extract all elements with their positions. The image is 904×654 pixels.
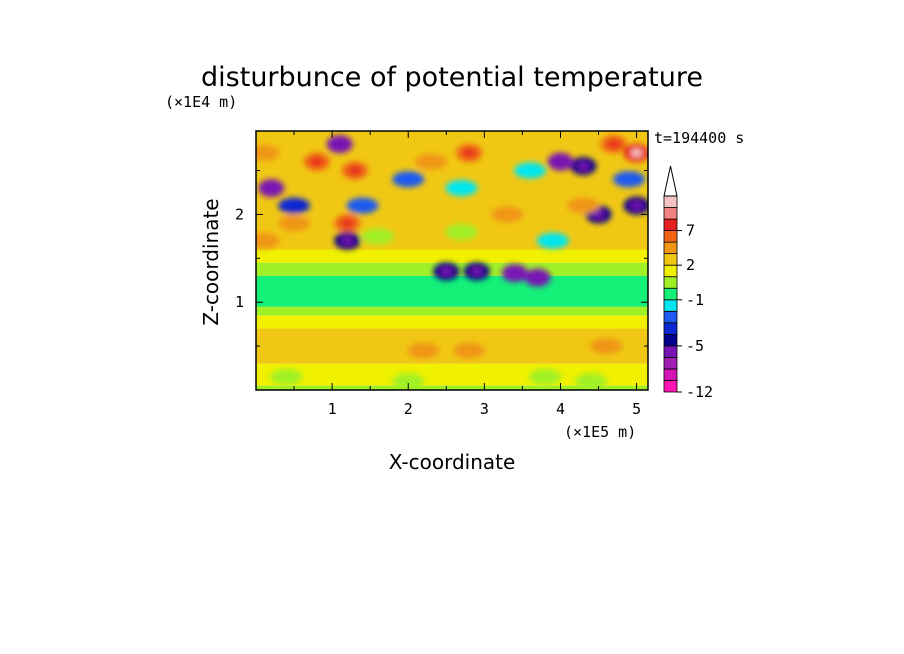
chart-title: disturbunce of potential temperature <box>201 62 703 93</box>
colorbar-swatch <box>663 345 678 358</box>
field-anomaly-28 <box>256 232 280 249</box>
field-anomaly-5 <box>346 197 379 214</box>
colorbar-label: 7 <box>686 222 695 240</box>
field-anomaly-core-26 <box>630 148 643 157</box>
field-anomaly-4 <box>392 171 425 188</box>
colorbar-extend-arrow <box>663 165 678 197</box>
colorbar-swatch <box>663 218 678 231</box>
colorbar-swatch <box>663 380 678 393</box>
field-anomaly-core-13 <box>630 201 643 210</box>
x-tick-label: 1 <box>328 400 337 418</box>
field-anomaly-core-0 <box>333 140 346 149</box>
colorbar-label: -12 <box>686 383 713 401</box>
x-tick-label: 4 <box>556 400 565 418</box>
field-anomaly-7 <box>514 162 547 179</box>
field-band-5 <box>256 275 648 307</box>
y-tick-label: 2 <box>235 205 244 223</box>
field-anomaly-18 <box>278 215 311 232</box>
field-anomaly-34 <box>445 223 478 240</box>
x-tick-label: 3 <box>480 400 489 418</box>
colorbar-label: -1 <box>686 291 704 309</box>
field-band-0 <box>256 385 648 390</box>
colorbar-label: -5 <box>686 337 704 355</box>
field-anomaly-core-12 <box>577 162 590 171</box>
colorbar-swatch <box>663 299 678 312</box>
x-tick-label: 2 <box>404 400 413 418</box>
field-band-7 <box>256 249 648 263</box>
x-unit-label: (×1E5 m) <box>564 423 636 441</box>
colorbar-swatch <box>663 368 678 381</box>
plot-area: 1 2 3 4 5 1 2 <box>235 130 649 418</box>
colorbar-swatch <box>663 357 678 370</box>
colorbar-swatch <box>663 333 678 347</box>
field-anomaly-30 <box>407 342 440 359</box>
field-anomaly-2 <box>278 197 311 214</box>
field-anomaly-24 <box>491 206 524 223</box>
colorbar-swatch <box>663 276 678 289</box>
field-anomaly-32 <box>590 338 623 355</box>
field-anomaly-core-1 <box>265 184 278 193</box>
colorbar-swatch <box>663 207 678 220</box>
time-label: t=194400 s <box>654 129 744 147</box>
field-anomaly-22 <box>415 153 448 170</box>
field-anomaly-36 <box>392 373 425 390</box>
field-anomaly-35 <box>270 368 303 385</box>
y-unit-label: (×1E4 m) <box>165 93 237 111</box>
field-anomaly-core-11 <box>440 267 453 276</box>
field-anomaly-29 <box>256 144 280 161</box>
y-axis-label: Z-coordinate <box>199 198 223 325</box>
colorbar-swatch <box>663 230 678 243</box>
field-anomaly-core-16 <box>554 157 567 166</box>
field-anomaly-38 <box>574 373 607 390</box>
colorbar-swatch <box>663 310 678 324</box>
colorbar-swatch <box>663 195 678 208</box>
colorbar-swatch <box>663 287 678 301</box>
colorbar-swatch <box>663 253 678 266</box>
field-anomaly-33 <box>361 228 394 245</box>
colorbar: 7 2 -1 -5 -12 <box>663 165 713 401</box>
field-band-4 <box>256 306 648 316</box>
field-anomaly-core-23 <box>463 148 475 157</box>
colorbar-swatch <box>663 241 678 255</box>
field-anomaly-core-8 <box>508 269 521 278</box>
field-anomaly-core-25 <box>607 140 620 149</box>
field-anomaly-core-15 <box>592 210 605 219</box>
field-anomaly-core-10 <box>470 267 483 276</box>
field-anomaly-31 <box>453 342 486 359</box>
colorbar-swatch <box>663 322 678 335</box>
field-anomaly-17 <box>536 232 569 249</box>
field-anomaly-core-3 <box>341 236 354 245</box>
field-anomaly-core-19 <box>341 219 354 228</box>
field-anomaly-14 <box>612 171 645 188</box>
field-anomaly-core-9 <box>531 273 544 282</box>
field-band-3 <box>256 315 648 329</box>
colorbar-swatch <box>663 264 678 278</box>
x-tick-label: 5 <box>632 400 641 418</box>
field-band-2 <box>256 328 648 364</box>
y-tick-label: 1 <box>235 293 244 311</box>
field-anomaly-27 <box>567 197 600 214</box>
colorbar-label: 2 <box>686 256 695 274</box>
field-anomaly-core-21 <box>311 157 323 166</box>
field-anomaly-6 <box>445 180 478 197</box>
field-anomaly-core-20 <box>349 166 361 175</box>
field-anomaly-37 <box>529 368 562 385</box>
x-axis-label: X-coordinate <box>389 450 516 474</box>
